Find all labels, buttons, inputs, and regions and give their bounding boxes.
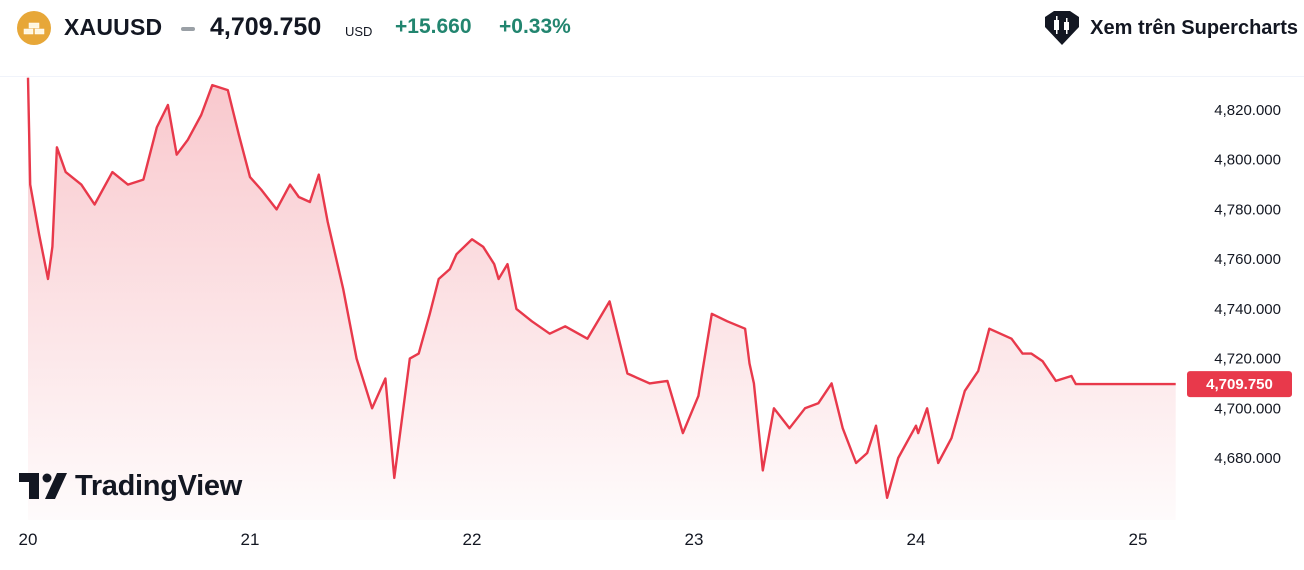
- x-tick-label: 22: [463, 530, 482, 549]
- symbol-name[interactable]: XAUUSD: [64, 14, 163, 40]
- price-area-fill: [28, 77, 1176, 520]
- last-price: 4,709.750: [210, 13, 322, 41]
- y-tick-label: 4,800.000: [1214, 152, 1281, 169]
- x-tick-label: 21: [241, 530, 260, 549]
- market-status-dash: [181, 27, 195, 31]
- price-line[interactable]: [26, 77, 1176, 499]
- x-tick-label: 25: [1129, 530, 1148, 549]
- last-price-badge: [1187, 371, 1292, 398]
- price-currency: USD: [345, 24, 373, 39]
- price-change-percent: +0.33%: [499, 15, 571, 38]
- candlestick-icon: [1045, 11, 1080, 45]
- tradingview-wordmark: TradingView: [75, 469, 242, 502]
- price-axis: 4,820.000 4,800.000 4,780.000 4,760.000 4,74…: [1214, 102, 1281, 467]
- time-axis: 20 21 22 23 24 25: [19, 530, 1148, 549]
- x-tick-label: 24: [907, 530, 926, 549]
- y-tick-label: 4,820.000: [1214, 102, 1281, 119]
- x-tick-label: 20: [19, 530, 38, 549]
- gold-bars-icon: [17, 11, 51, 45]
- symbol-header: XAUUSD 4,709.750 USD +15.660 +0.33% Xem …: [0, 0, 1304, 58]
- tradingview-mark-icon: [19, 473, 67, 499]
- y-tick-label: 4,760.000: [1214, 251, 1281, 268]
- y-tick-label: 4,700.000: [1214, 400, 1281, 417]
- x-tick-label: 23: [685, 530, 704, 549]
- y-tick-label: 4,680.000: [1214, 450, 1281, 467]
- y-tick-label: 4,720.000: [1214, 351, 1281, 368]
- y-tick-label: 4,740.000: [1214, 301, 1281, 318]
- supercharts-label: Xem trên Supercharts: [1090, 16, 1298, 39]
- tradingview-logo: TradingView: [19, 470, 242, 502]
- price-change: +15.660: [395, 15, 472, 38]
- open-supercharts-link[interactable]: Xem trên Supercharts: [1042, 9, 1298, 47]
- header-divider: [0, 76, 1304, 77]
- last-price-badge-label: 4,709.750: [1206, 376, 1273, 393]
- y-tick-label: 4,780.000: [1214, 201, 1281, 218]
